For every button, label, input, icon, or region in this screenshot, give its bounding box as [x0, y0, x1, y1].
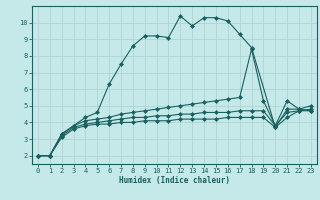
X-axis label: Humidex (Indice chaleur): Humidex (Indice chaleur) [119, 176, 230, 185]
